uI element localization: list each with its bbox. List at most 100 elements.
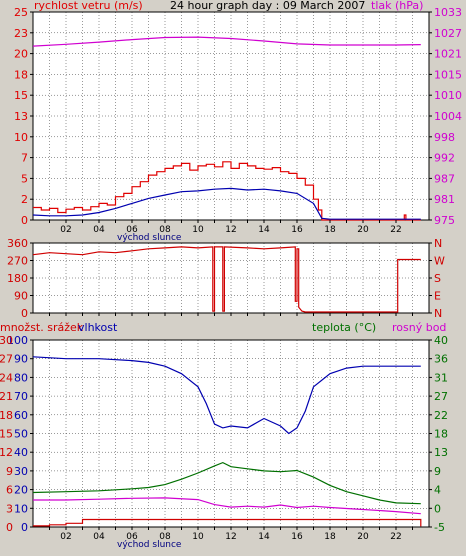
series-line-bottom-1 (32, 461, 421, 505)
y-tick-label-right: N (434, 307, 442, 320)
y-tick-label-left: 20 (14, 484, 28, 497)
dewpoint-axis-title: rosný bod (392, 321, 446, 334)
y-tick-label-left: 23 (14, 27, 28, 40)
x-tick-label: 20 (357, 532, 369, 542)
x-tick-label: 12 (225, 225, 236, 235)
y-tick-label-right: 1004 (434, 110, 462, 123)
x-tick-label: 16 (291, 225, 303, 235)
y-tick-label-right: 18 (434, 428, 448, 441)
y-tick-label-left: 2 (21, 193, 28, 206)
y-tick-label-right: 981 (434, 193, 455, 206)
y-tick-label-right: 22 (434, 409, 448, 422)
y-tick-label-left: 180 (7, 272, 28, 285)
y-tick-label-rain: 27 (0, 353, 13, 366)
y-tick-label-left: 80 (14, 371, 28, 384)
wind-axis-title: rychlost vetru (m/s) (34, 0, 143, 12)
x-tick-label: 08 (159, 532, 171, 542)
x-tick-label: 08 (159, 225, 171, 235)
x-tick-label: 04 (93, 225, 105, 235)
series-line-bottom-0 (32, 356, 421, 435)
chart-title: 24 hour graph day : 09 March 2007 (170, 0, 365, 12)
y-tick-label-left: 25 (14, 6, 28, 19)
y-tick-label-left: 90 (14, 290, 28, 303)
x-tick-label: 10 (192, 225, 204, 235)
y-tick-label-right: 1021 (434, 48, 462, 61)
y-tick-label-left: 15 (14, 89, 28, 102)
y-tick-label-rain: 30 (0, 334, 13, 347)
y-tick-label-rain: 18 (0, 409, 13, 422)
x-tick-label: 10 (192, 532, 204, 542)
y-tick-label-left: 100 (7, 334, 28, 347)
y-tick-label-left: 7 (21, 152, 28, 165)
x-tick-label: 14 (258, 225, 270, 235)
y-tick-label-left: 270 (7, 255, 28, 268)
direction-line (32, 246, 421, 313)
y-tick-label-left: 5 (21, 172, 28, 185)
y-tick-label-right: 1033 (434, 6, 462, 19)
y-tick-label-left: 13 (14, 110, 28, 123)
y-tick-label-right: 987 (434, 172, 455, 185)
y-tick-label-rain: 3 (6, 502, 13, 515)
x-tick-label: 22 (390, 532, 401, 542)
y-tick-label-right: 13 (434, 446, 448, 459)
y-tick-label-left: 18 (14, 68, 28, 81)
series-layer (32, 36, 422, 527)
series-line-bottom-3 (33, 518, 422, 527)
y-tick-label-right: 40 (434, 334, 448, 347)
series-line-2 (32, 36, 421, 47)
rain-axis-title: množst. srážek (0, 321, 84, 334)
x-tick-label: 22 (390, 225, 401, 235)
y-tick-label-left: 20 (14, 48, 28, 61)
y-tick-label-right: E (434, 290, 441, 303)
x-tick-label: 18 (324, 225, 336, 235)
series-line-bottom-2 (33, 497, 421, 515)
y-tick-label-left: 0 (21, 307, 28, 320)
y-tick-label-right: W (434, 255, 445, 268)
y-tick-label-rain: 9 (6, 465, 13, 478)
x-tick-label: 18 (324, 532, 336, 542)
series-line-1 (32, 187, 421, 220)
humidity-axis-title: vlhkost (78, 321, 118, 334)
y-tick-label-right: 9 (434, 465, 441, 478)
y-tick-label-rain: 15 (0, 428, 13, 441)
series-line-0 (33, 161, 421, 221)
y-tick-label-left: 50 (14, 428, 28, 441)
y-tick-label-right: 0 (434, 502, 441, 515)
y-tick-label-right: 1015 (434, 68, 462, 81)
y-tick-label-rain: 0 (6, 521, 13, 534)
y-tick-label-right: 1027 (434, 27, 462, 40)
x-tick-label: 06 (126, 532, 138, 542)
sunrise-label-bottom: východ slunce (117, 540, 182, 550)
x-tick-label: 02 (60, 225, 71, 235)
y-tick-label-right: 975 (434, 214, 455, 227)
y-tick-label-right: 4 (434, 484, 441, 497)
y-tick-label-rain: 6 (6, 484, 13, 497)
y-tick-label-right: 1010 (434, 89, 462, 102)
y-tick-label-left: 60 (14, 409, 28, 422)
y-tick-label-right: 36 (434, 353, 448, 366)
y-tick-label-left: 0 (21, 521, 28, 534)
y-tick-label-left: 0 (21, 214, 28, 227)
y-tick-label-left: 90 (14, 353, 28, 366)
x-tick-label: 12 (225, 532, 236, 542)
x-tick-label: 04 (93, 532, 105, 542)
y-tick-label-left: 360 (7, 237, 28, 250)
x-tick-label: 16 (291, 532, 303, 542)
pressure-axis-title: tlak (hPa) (371, 0, 423, 12)
y-tick-label-rain: 24 (0, 371, 13, 384)
y-tick-label-right: N (434, 237, 442, 250)
x-tick-label: 02 (60, 532, 71, 542)
y-tick-label-right: 998 (434, 131, 455, 144)
x-tick-label: 20 (357, 225, 369, 235)
y-tick-label-rain: 12 (0, 446, 13, 459)
y-tick-label-right: 992 (434, 152, 455, 165)
y-tick-label-left: 70 (14, 390, 28, 403)
y-tick-label-right: S (434, 272, 441, 285)
y-tick-label-left: 10 (14, 502, 28, 515)
y-tick-label-right: -5 (434, 521, 445, 534)
y-tick-label-left: 30 (14, 465, 28, 478)
temperature-axis-title: teplota (°C) (312, 321, 376, 334)
grid-layer (33, 12, 429, 527)
